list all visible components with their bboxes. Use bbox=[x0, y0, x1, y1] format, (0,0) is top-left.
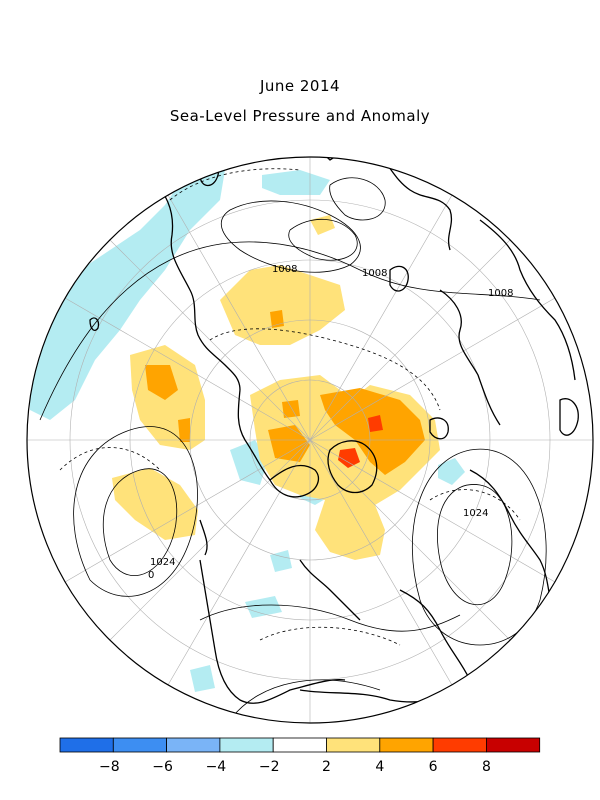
positive-anomaly-area bbox=[368, 415, 383, 432]
contour-labels: 1008 1008 1008 1024 1024 0 bbox=[148, 264, 513, 581]
positive-anomaly-area bbox=[338, 448, 360, 468]
contour-label: 1008 bbox=[272, 264, 297, 275]
coastline bbox=[374, 157, 453, 251]
graticule bbox=[27, 157, 593, 723]
positive-strong-areas bbox=[338, 415, 383, 468]
colorbar: −8 −6 −4 −2 2 4 6 8 bbox=[59, 737, 541, 775]
coastline bbox=[149, 179, 241, 391]
coastline bbox=[439, 289, 501, 426]
colorbar-swatch bbox=[59, 737, 114, 753]
coastline bbox=[429, 417, 449, 440]
contour-label: 1008 bbox=[362, 268, 387, 279]
negative-anomaly-area bbox=[270, 550, 292, 572]
positive-anomaly-area bbox=[310, 215, 335, 235]
colorbar-swatch bbox=[432, 737, 487, 753]
coastline bbox=[199, 519, 208, 556]
coastline bbox=[89, 317, 100, 331]
negative-anomaly-area bbox=[190, 665, 215, 692]
map-subtitle: Sea-Level Pressure and Anomaly bbox=[169, 107, 431, 125]
colorbar-swatch bbox=[219, 737, 274, 753]
positive-anomaly-area bbox=[178, 418, 190, 442]
coastline bbox=[479, 219, 576, 381]
coastline bbox=[327, 440, 378, 494]
coastline bbox=[389, 265, 409, 292]
colorbar-tick-label: 8 bbox=[482, 759, 491, 775]
positive-anomaly-area bbox=[282, 400, 300, 418]
colorbar-swatch bbox=[326, 737, 381, 753]
contour-label: 1024 bbox=[463, 508, 488, 519]
colorbar-tick-label: 2 bbox=[322, 759, 331, 775]
colorbar-swatch bbox=[272, 737, 327, 753]
positive-anomaly-area bbox=[145, 365, 178, 400]
contour-label: 1024 bbox=[150, 557, 175, 568]
positive-anomaly-area bbox=[220, 265, 345, 345]
zero-anomaly-contours bbox=[59, 168, 521, 646]
negative-anomaly-area bbox=[230, 440, 268, 485]
coastlines bbox=[89, 157, 579, 704]
negative-anomaly-area bbox=[30, 160, 225, 420]
coastline bbox=[269, 464, 319, 498]
map-title: June 2014 bbox=[259, 77, 341, 95]
coastline bbox=[299, 689, 461, 703]
colorbar-swatch bbox=[379, 737, 434, 753]
colorbar-tick-label: −4 bbox=[206, 759, 227, 775]
negative-anomaly-area bbox=[262, 170, 330, 195]
map-disk bbox=[27, 157, 593, 723]
pressure-contours bbox=[39, 177, 547, 721]
coastline bbox=[237, 389, 271, 481]
coastline bbox=[199, 157, 220, 187]
coastline bbox=[199, 559, 346, 704]
map-border bbox=[26, 156, 594, 724]
colorbar-swatch bbox=[166, 737, 221, 753]
contour-label: 1008 bbox=[488, 288, 513, 299]
coastline bbox=[399, 589, 471, 681]
positive-anomaly-area bbox=[270, 310, 284, 328]
negative-anomaly-area bbox=[438, 458, 465, 485]
positive-anomaly-area bbox=[112, 468, 198, 540]
colorbar-tick-label: 6 bbox=[429, 759, 438, 775]
coastline bbox=[469, 469, 556, 621]
colorbar-tick-label: −8 bbox=[99, 759, 120, 775]
coastline bbox=[559, 398, 579, 436]
colorbar-tick-label: 4 bbox=[375, 759, 384, 775]
colorbar-tick-label: −6 bbox=[152, 759, 173, 775]
colorbar-swatch bbox=[485, 737, 541, 753]
negative-anomaly-area bbox=[245, 596, 282, 618]
coastline bbox=[299, 559, 361, 621]
colorbar-swatch bbox=[112, 737, 168, 753]
contour-label: 0 bbox=[148, 570, 154, 581]
colorbar-tick-label: −2 bbox=[259, 759, 280, 775]
negative-anomaly-areas bbox=[30, 160, 465, 692]
